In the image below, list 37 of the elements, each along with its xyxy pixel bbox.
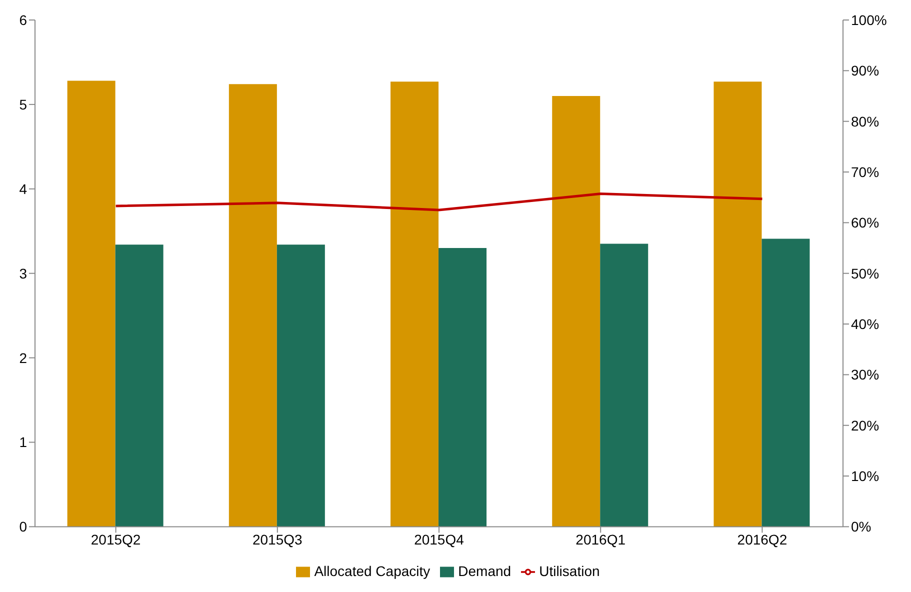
x-tick-label: 2015Q2 [90, 532, 141, 548]
bar [115, 244, 164, 527]
y2-tick-label: 80% [851, 113, 880, 130]
y-tick-label: 0 [19, 518, 28, 535]
bar [228, 84, 277, 527]
y-tick-label: 2 [19, 350, 28, 366]
y2-tick-label: 20% [851, 417, 880, 434]
y2-tick-label: 30% [851, 366, 880, 383]
y-tick-label: 6 [19, 12, 28, 28]
y2-tick-label: 0% [851, 518, 872, 535]
bar [762, 238, 810, 527]
legend-label: Allocated Capacity [314, 562, 430, 579]
bar [276, 244, 325, 527]
y2-tick-label: 100% [851, 12, 887, 28]
legend-label: Utilisation [539, 562, 600, 579]
line-series [114, 192, 764, 212]
y2-tick-label: 10% [851, 468, 880, 484]
y-tick-label: 1 [19, 434, 28, 450]
x-tick-label: 2015Q4 [414, 532, 464, 548]
y-tick-label: 5 [19, 96, 28, 112]
y2-tick-label: 90% [851, 62, 880, 79]
bar [552, 96, 600, 527]
bar [390, 82, 439, 527]
x-tick-label: 2016Q1 [576, 532, 626, 548]
y-tick-label: 4 [19, 180, 28, 197]
y2-tick-label: 60% [851, 214, 880, 231]
x-tick-label: 2016Q2 [737, 532, 788, 548]
bar [714, 82, 762, 527]
bar [438, 248, 487, 527]
y-tick-label: 3 [19, 265, 28, 282]
bar [600, 244, 648, 527]
y2-tick-label: 50% [851, 265, 880, 282]
x-tick-label: 2015Q3 [252, 532, 303, 548]
bar [67, 80, 116, 527]
y2-tick-label: 70% [851, 164, 880, 180]
y2-tick-label: 40% [851, 316, 880, 332]
legend-label: Demand [458, 562, 512, 579]
